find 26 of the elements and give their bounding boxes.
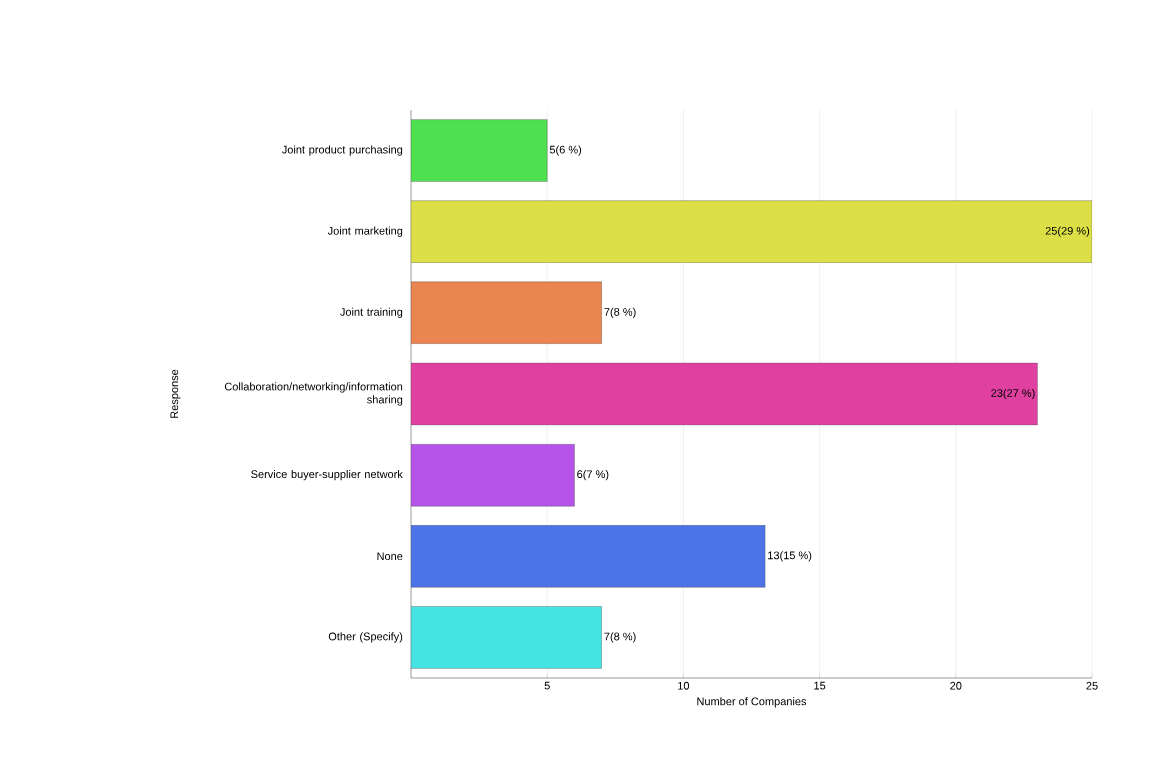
x-axis-title: Number of Companies [697, 697, 807, 708]
y-tick-label: Service buyer-supplier network [251, 470, 403, 481]
x-tick-label: 10 [678, 681, 690, 690]
y-tick-label: Joint marketing [327, 226, 403, 237]
y-tick-label: Joint product purchasing [281, 145, 403, 156]
y-tick-label: None [377, 552, 403, 561]
x-tick-label: 15 [814, 681, 826, 690]
y-tick-label: Collaboration/networking/information sharing [224, 382, 403, 406]
x-tick-label: 25 [1086, 681, 1098, 690]
bar [411, 281, 602, 345]
data-label: 5(6 %) [549, 145, 582, 156]
data-label: 7(8 %) [604, 632, 636, 643]
bar [411, 200, 1092, 263]
bar [411, 525, 766, 588]
y-tick-label: Joint training [340, 307, 403, 318]
x-tick-label: 5 [544, 681, 550, 690]
data-label: 13(15 %) [768, 551, 812, 562]
bar [411, 362, 1038, 426]
data-label: 25(29 %) [1045, 226, 1090, 237]
x-tick-label: 20 [950, 681, 962, 690]
y-axis-title: Response [170, 369, 181, 418]
data-label: 6(7 %) [577, 470, 609, 481]
data-label: 23(27 %) [991, 388, 1035, 400]
data-label: 7(8 %) [604, 307, 636, 318]
bar [411, 443, 575, 507]
y-tick-label: Other (Specify) [328, 632, 403, 643]
